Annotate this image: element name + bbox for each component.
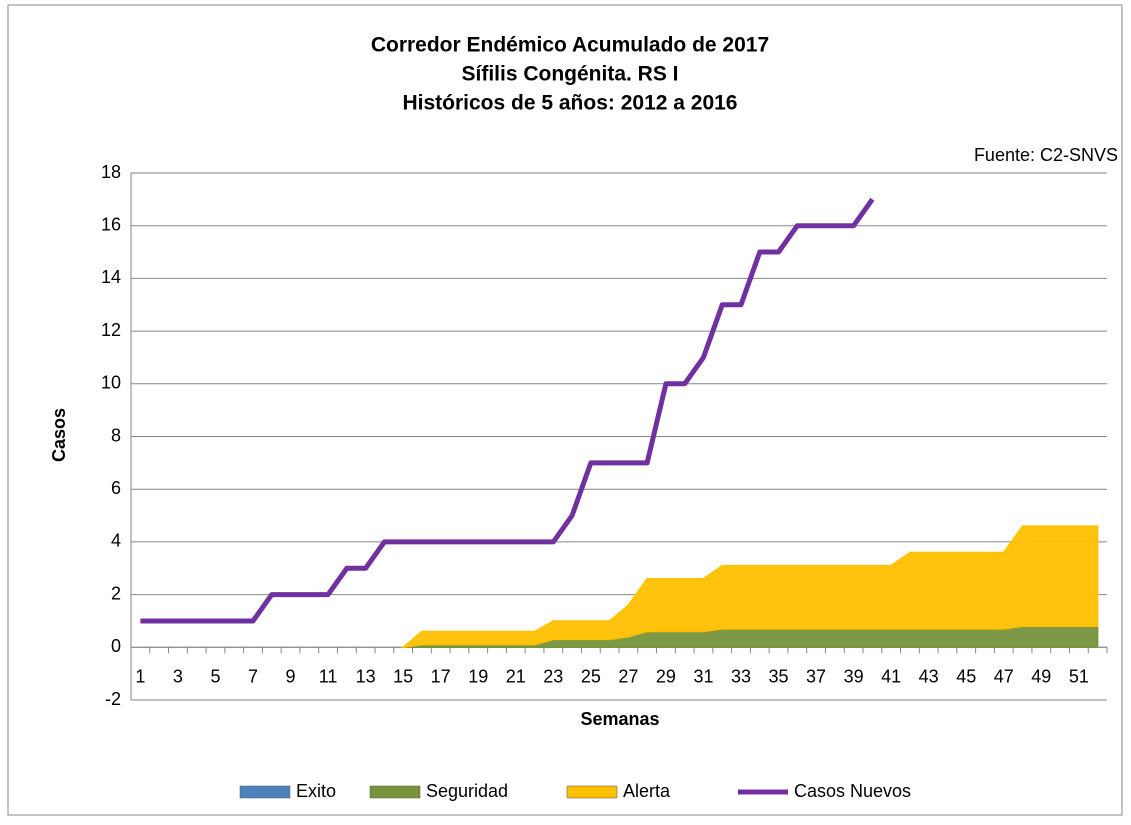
chart-title: Históricos de 5 años: 2012 a 2016	[402, 92, 737, 115]
x-tick-label: 25	[581, 666, 601, 686]
x-tick-label: 15	[393, 666, 413, 686]
y-tick-label: 16	[101, 214, 121, 234]
y-tick-label: 10	[101, 373, 121, 393]
x-tick-label: 39	[844, 666, 864, 686]
x-axis-title: Semanas	[580, 709, 659, 729]
x-tick-label: 13	[356, 666, 376, 686]
x-tick-label: 5	[210, 666, 220, 686]
x-tick-label: 11	[319, 666, 338, 686]
y-tick-label: 6	[111, 478, 121, 498]
legend-swatch	[369, 785, 421, 799]
x-tick-label: 3	[173, 666, 183, 686]
area	[400, 525, 1099, 649]
legend-label: Exito	[296, 781, 336, 801]
x-tick-label: 27	[618, 666, 638, 686]
x-tick-label: 45	[956, 666, 976, 686]
x-tick-label: 41	[881, 666, 901, 686]
line	[140, 197, 875, 624]
x-tick-label: 9	[286, 666, 296, 686]
y-tick-label: 8	[111, 425, 121, 445]
x-tick-label: 19	[468, 666, 488, 686]
chart-border	[7, 4, 1123, 816]
x-tick-label: 1	[135, 666, 145, 686]
legend-swatch	[239, 785, 291, 799]
annotation: Fuente: C2-SNVS	[974, 145, 1118, 165]
legend-label: Seguridad	[426, 781, 508, 801]
y-axis-title: Casos	[49, 408, 69, 462]
y-tick-label: -2	[105, 689, 121, 709]
x-tick-label: 17	[431, 666, 451, 686]
x-tick-label: 7	[248, 666, 258, 686]
chart-title: Sífilis Congénita. RS I	[461, 63, 678, 86]
y-tick-label: 14	[101, 267, 121, 287]
x-tick-label: 37	[806, 666, 826, 686]
x-tick-label: 23	[543, 666, 563, 686]
y-tick-label: 12	[101, 320, 121, 340]
x-tick-label: 29	[656, 666, 676, 686]
x-tick-label: 51	[1069, 666, 1089, 686]
y-tick-label: 4	[111, 531, 121, 551]
x-tick-label: 35	[769, 666, 789, 686]
x-tick-label: 49	[1031, 666, 1051, 686]
x-tick-label: 21	[506, 666, 526, 686]
y-tick-label: 18	[101, 162, 121, 182]
x-tick-label: 43	[919, 666, 939, 686]
x-tick-label: 31	[693, 666, 713, 686]
legend-label: Alerta	[623, 781, 671, 801]
chart-title: Corredor Endémico Acumulado de 2017	[371, 34, 769, 57]
y-tick-label: 0	[111, 636, 121, 656]
x-tick-label: 33	[731, 666, 751, 686]
legend-label: Casos Nuevos	[794, 781, 911, 801]
x-tick-label: 47	[994, 666, 1014, 686]
legend-swatch	[566, 785, 618, 799]
y-tick-label: 2	[111, 583, 121, 603]
